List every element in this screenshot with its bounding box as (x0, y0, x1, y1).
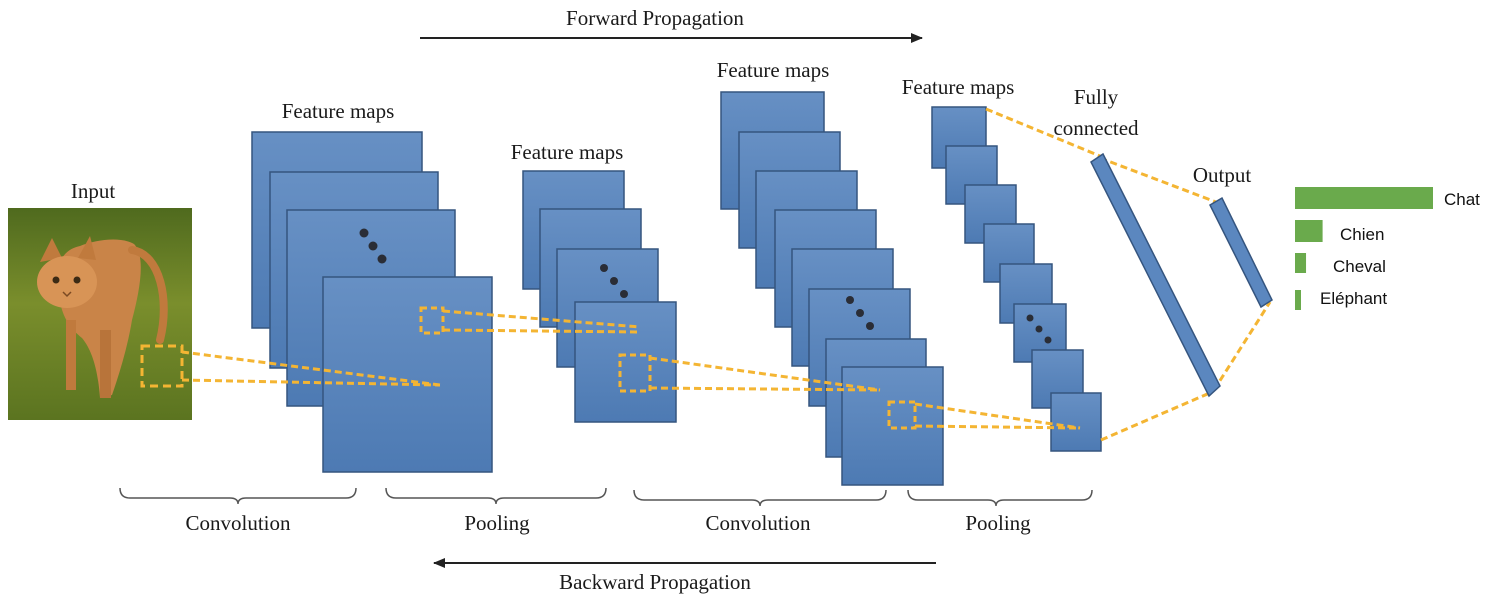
conv2-receptive-field (887, 400, 917, 430)
pool1-feature-maps-label: Feature maps (511, 140, 624, 164)
ellipsis-dot (1026, 314, 1034, 322)
ellipsis-dot (856, 309, 864, 317)
input-label: Input (71, 179, 115, 203)
pool1-receptive-field (618, 353, 652, 393)
forward-propagation-arrow: Forward Propagation (420, 6, 923, 43)
stage-label-pooling-2: Pooling (965, 511, 1031, 535)
ellipsis-dot (610, 277, 618, 285)
ellipsis-dot (1044, 336, 1052, 344)
class-label-chat: Chat (1444, 190, 1480, 209)
ellipsis-dot (1035, 325, 1043, 333)
ellipsis-dot (866, 322, 874, 330)
connector-line (181, 378, 441, 387)
brace-convolution-2 (633, 489, 887, 507)
ellipsis-dot (368, 241, 378, 251)
pool2-map-8 (1050, 392, 1102, 452)
class-score-bar-chien (1295, 220, 1323, 242)
output-layer: Output (1193, 163, 1273, 309)
output-bar (1209, 196, 1273, 309)
connector-line (1099, 156, 1217, 204)
conv2-feature-maps: Feature maps (717, 58, 944, 486)
ellipsis-dot (600, 264, 608, 272)
class-label-chien: Chien (1340, 225, 1384, 244)
fully-connected-label-line1: Fully (1074, 85, 1119, 109)
conv1-receptive-field (419, 306, 445, 335)
brace-pooling-2 (907, 489, 1093, 507)
receptive-field-connections (181, 107, 1272, 442)
class-scores: Chat Chien Cheval Eléphant (1295, 187, 1480, 310)
ellipsis-dot (377, 254, 387, 264)
class-label-elephant: Eléphant (1320, 289, 1387, 308)
brace-pooling-1 (385, 487, 607, 505)
connector-line (914, 424, 1081, 430)
fully-connected-label-line2: connected (1053, 116, 1139, 140)
input-image: Input (8, 179, 192, 420)
stage-label-convolution-2: Convolution (705, 511, 811, 535)
connector-line (1212, 301, 1272, 391)
class-label-cheval: Cheval (1333, 257, 1386, 276)
connector-line (649, 356, 881, 392)
fully-connected-layer: Fully connected (1053, 85, 1221, 398)
connector-line (985, 107, 1101, 158)
class-score-bar-chat (1295, 187, 1433, 209)
ellipsis-dot (846, 296, 854, 304)
stage-braces: Convolution Pooling Convolution Pooling (119, 487, 1093, 535)
conv1-feature-maps-label: Feature maps (282, 99, 395, 123)
stage-label-convolution-1: Convolution (185, 511, 291, 535)
conv2-feature-maps-label: Feature maps (717, 58, 830, 82)
pool2-feature-maps: Feature maps (902, 75, 1102, 452)
connector-line (1100, 390, 1213, 442)
backward-propagation-label: Backward Propagation (559, 570, 751, 594)
cat-photo-icon (37, 236, 168, 398)
class-score-bar-cheval (1295, 253, 1307, 273)
brace-convolution-1 (119, 487, 357, 505)
ellipsis-dot (620, 290, 628, 298)
forward-propagation-label: Forward Propagation (566, 6, 744, 30)
stage-label-pooling-1: Pooling (464, 511, 530, 535)
ellipsis-dot (359, 228, 369, 238)
connector-line (649, 386, 881, 392)
connector-line (914, 402, 1081, 430)
output-label: Output (1193, 163, 1252, 187)
pool2-feature-maps-label: Feature maps (902, 75, 1015, 99)
class-score-bar-elephant (1295, 290, 1301, 310)
input-receptive-field (140, 344, 184, 388)
fully-connected-bar (1090, 152, 1221, 398)
pool1-map-4 (574, 301, 677, 423)
conv1-feature-maps: Feature maps (251, 99, 493, 473)
backward-propagation-arrow: Backward Propagation (433, 558, 936, 594)
